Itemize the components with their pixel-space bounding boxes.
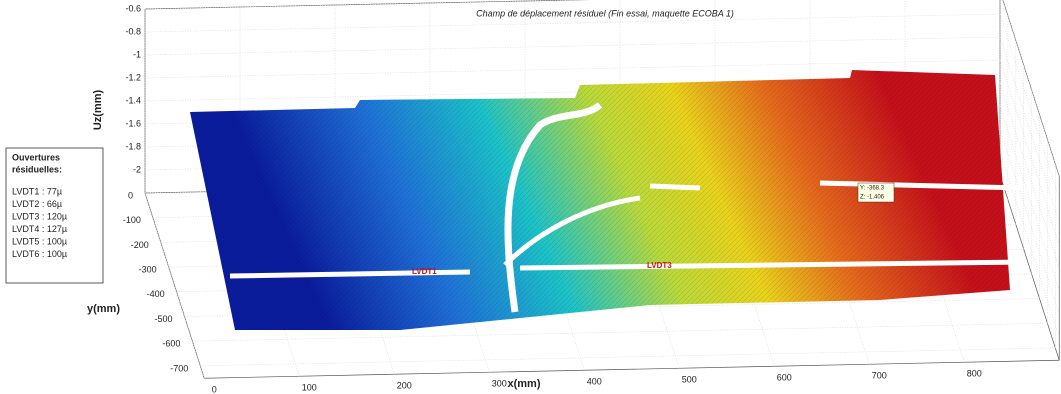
grid-line	[999, 13, 1060, 200]
z-axis-label: Uz(mm)	[92, 90, 104, 131]
grid-line	[1002, 0, 1060, 177]
legend-item: LVDT2 : 66µ	[12, 199, 62, 209]
axis-line	[204, 359, 1060, 379]
z-tick-label: -0.8	[125, 26, 141, 36]
chart-title: Champ de déplacement résiduel (Fin essai…	[476, 8, 734, 18]
datatip-box	[857, 182, 895, 203]
datatip: Y: -368.3 Z: -1.406	[857, 182, 895, 203]
legend-items: LVDT1 : 77µ LVDT2 : 66µ LVDT3 : 120µ LVDT4 …	[12, 186, 67, 259]
legend-frame	[5, 147, 104, 284]
crack	[503, 195, 641, 267]
legend-title: Ouvertures	[12, 152, 60, 162]
axis-line	[999, 174, 1060, 361]
annotation: LVDT3	[647, 261, 672, 270]
x-axis-label: x(mm)	[507, 378, 540, 390]
legend-title: résiduelles:	[12, 164, 62, 174]
crack	[229, 259, 1026, 279]
axis-line	[144, 192, 205, 379]
x-tick-label: 500	[682, 375, 697, 385]
grid-line	[999, 151, 1060, 338]
x-tick-label: 600	[777, 373, 792, 383]
z-tick-label: -1	[133, 49, 141, 59]
x-tick-label: 400	[587, 377, 602, 387]
datatip-text: Z: -1.406	[860, 195, 885, 201]
z-tick-label: -0.6	[125, 3, 141, 13]
grid-line	[144, 13, 1001, 33]
y-tick-label: -500	[154, 314, 172, 324]
x-tick-label: 100	[302, 383, 317, 393]
grid-line	[999, 82, 1060, 269]
y-tick-label: -600	[162, 339, 180, 349]
axis-line	[1002, 0, 1060, 177]
y-axis-label: y(mm)	[87, 303, 120, 315]
y-tick-label: -100	[123, 215, 141, 225]
y-tick-label: -400	[147, 289, 165, 299]
crack	[649, 180, 1021, 191]
grid-line	[144, 59, 1001, 79]
grid-line	[999, 59, 1060, 246]
z-tick-label: -1.4	[125, 95, 141, 105]
legend-item: LVDT5 : 100µ	[12, 236, 67, 246]
grid-line	[999, 36, 1060, 223]
y-tick-label: 0	[128, 190, 133, 200]
annotation: LVDT1	[412, 267, 437, 276]
y-tick-label: -200	[131, 240, 149, 250]
z-tick-label: -1.6	[125, 118, 141, 128]
legend-item: LVDT1 : 77µ	[12, 186, 62, 196]
legend-box: Ouvertures résiduelles: LVDT1 : 77µ LVDT2…	[5, 147, 104, 284]
x-tick-label: 700	[872, 371, 887, 381]
grid-line	[192, 322, 1048, 342]
y-tick-label: -700	[170, 363, 188, 373]
legend-item: LVDT6 : 100µ	[12, 249, 67, 259]
x-tick-label: 800	[967, 369, 982, 379]
y-tick-label: -300	[139, 264, 157, 274]
datatip-text: Y: -368.3	[860, 186, 885, 192]
grid-line	[144, 36, 1001, 56]
grid-line	[144, 0, 587, 10]
z-tick-label: -1.8	[125, 141, 141, 151]
surface	[190, 70, 1026, 330]
x-tick-label: 0	[212, 385, 217, 394]
z-tick-label: -2	[133, 164, 141, 174]
grid-line	[200, 347, 1056, 367]
x-tick-label: 300	[492, 379, 507, 389]
x-tick-label: 200	[397, 381, 412, 391]
legend-item: LVDT4 : 127µ	[12, 224, 67, 234]
z-tick-label: -1.2	[125, 72, 141, 82]
legend-item: LVDT3 : 120µ	[12, 211, 67, 221]
